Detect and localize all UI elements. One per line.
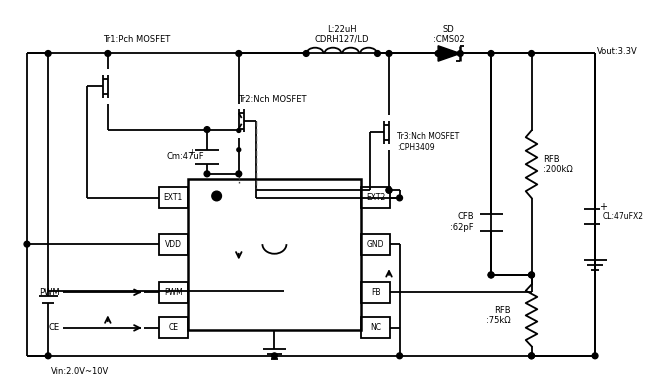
Circle shape [204, 171, 210, 177]
Text: Cm:47uF: Cm:47uF [167, 152, 204, 161]
Bar [159, 282, 188, 303]
Text: PWM: PWM [39, 288, 59, 297]
Circle shape [236, 50, 242, 56]
Circle shape [528, 272, 534, 278]
Circle shape [386, 50, 392, 56]
Bar [361, 317, 390, 339]
Circle shape [488, 50, 494, 56]
Text: +: + [599, 202, 607, 212]
Circle shape [375, 50, 380, 56]
Text: FB: FB [371, 288, 380, 297]
Text: EXT1: EXT1 [163, 194, 183, 203]
Circle shape [45, 50, 51, 56]
Text: PWM: PWM [164, 288, 183, 297]
Text: CFB
:62pF: CFB :62pF [450, 212, 474, 232]
Circle shape [237, 129, 241, 133]
Circle shape [237, 172, 241, 176]
Circle shape [304, 50, 309, 56]
Circle shape [105, 50, 110, 56]
Bar [361, 282, 390, 303]
Bar [159, 317, 188, 339]
Text: Tr2:Nch MOSFET: Tr2:Nch MOSFET [238, 95, 307, 104]
Circle shape [528, 353, 534, 359]
Circle shape [528, 272, 534, 278]
Bar [361, 187, 390, 208]
Text: Tr3:Nch MOSFET
:CPH3409: Tr3:Nch MOSFET :CPH3409 [397, 133, 459, 152]
Circle shape [457, 50, 463, 56]
Text: RFB
:200kΩ: RFB :200kΩ [543, 154, 573, 174]
Text: L:22uH
CDRH127/LD: L:22uH CDRH127/LD [315, 25, 369, 44]
Text: +: + [188, 148, 195, 157]
Circle shape [592, 353, 598, 359]
Text: CE: CE [169, 323, 178, 332]
Circle shape [237, 148, 241, 152]
Circle shape [24, 241, 30, 247]
Text: Vin:2.0V~10V: Vin:2.0V~10V [51, 367, 109, 376]
Circle shape [397, 353, 402, 359]
Bar [188, 179, 361, 330]
Circle shape [45, 353, 51, 359]
Circle shape [488, 272, 494, 278]
Circle shape [271, 353, 277, 359]
Bar [159, 187, 188, 208]
Text: CL:47uFX2: CL:47uFX2 [603, 212, 644, 221]
Polygon shape [438, 46, 460, 61]
Text: RFB
:75kΩ: RFB :75kΩ [486, 306, 510, 325]
Circle shape [212, 191, 222, 201]
Text: EXT2: EXT2 [366, 194, 385, 203]
Circle shape [386, 187, 392, 193]
Circle shape [528, 353, 534, 359]
Text: GND: GND [367, 240, 384, 249]
Text: NC: NC [370, 323, 381, 332]
Text: SD
:CMS02: SD :CMS02 [433, 25, 464, 44]
Circle shape [397, 195, 402, 201]
Circle shape [204, 127, 210, 133]
Bar [361, 233, 390, 255]
Text: Vout:3.3V: Vout:3.3V [597, 47, 638, 56]
Text: CE: CE [48, 323, 59, 332]
Text: VDD: VDD [165, 240, 182, 249]
Circle shape [236, 171, 242, 177]
Circle shape [488, 272, 494, 278]
Text: Tr1:Pch MOSFET: Tr1:Pch MOSFET [103, 34, 171, 43]
Circle shape [435, 50, 441, 56]
Bar [159, 233, 188, 255]
Circle shape [386, 187, 392, 193]
Circle shape [528, 50, 534, 56]
